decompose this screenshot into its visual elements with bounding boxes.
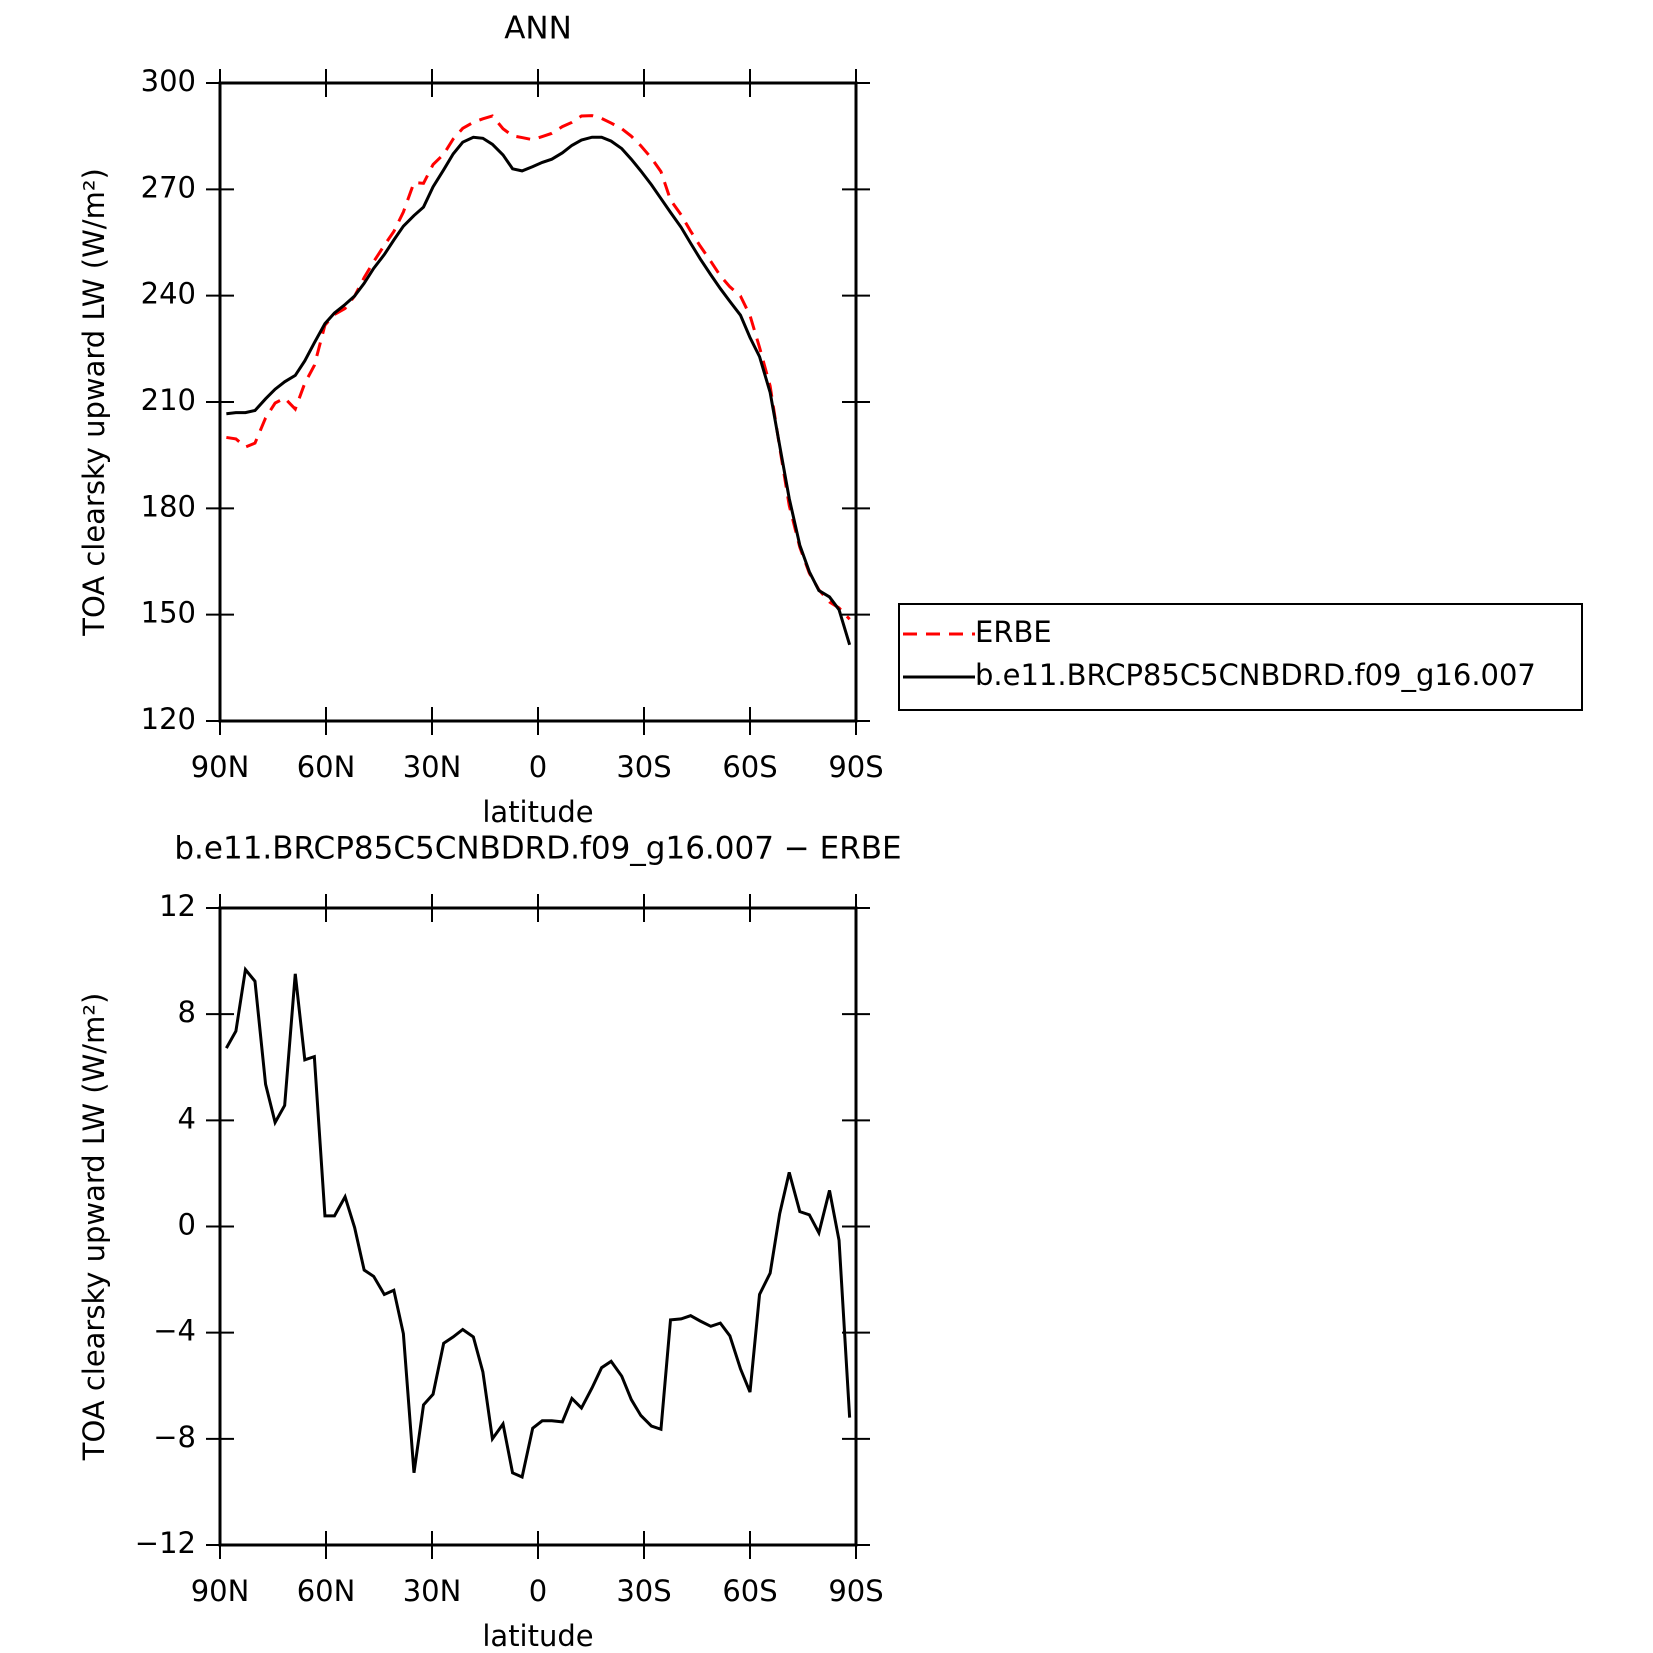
data-line (226, 114, 851, 621)
x-tick-label: 30N (403, 750, 462, 784)
y-tick-label: 8 (178, 995, 196, 1029)
y-tick-label: 210 (141, 383, 196, 417)
x-tick-label: 60S (722, 1574, 777, 1608)
y-tick-label: 150 (141, 596, 196, 630)
x-tick-label: 0 (529, 750, 547, 784)
y-tick-label: 12 (159, 889, 196, 923)
x-tick-label: 30N (403, 1574, 462, 1608)
y-tick-label: 120 (141, 702, 196, 736)
y-tick-label: 300 (141, 64, 196, 98)
y-axis-label: TOA clearsky upward LW (W/m²) (77, 993, 111, 1462)
chart-title: ANN (504, 11, 572, 47)
y-tick-label: 4 (178, 1101, 196, 1135)
x-tick-label: 90N (191, 750, 250, 784)
data-line (225, 966, 852, 1480)
y-tick-label: 270 (141, 170, 196, 204)
x-tick-label: 60S (722, 750, 777, 784)
y-tick-label: 240 (141, 277, 196, 311)
plot-frame (218, 81, 858, 723)
chart-title: b.e11.BRCP85C5CNBDRD.f09_g16.007 − ERBE (174, 831, 901, 867)
legend-label: ERBE (975, 615, 1052, 649)
data-line (226, 135, 852, 646)
x-axis-label: latitude (482, 1619, 593, 1653)
legend-label: b.e11.BRCP85C5CNBDRD.f09_g16.007 (975, 658, 1536, 692)
x-tick-label: 60N (297, 750, 356, 784)
legend-box (898, 603, 1583, 711)
x-tick-label: 30S (616, 1574, 671, 1608)
x-tick-label: 90N (191, 1574, 250, 1608)
x-tick-label: 90S (828, 750, 883, 784)
y-tick-label: −4 (153, 1314, 196, 1348)
plot-frame (218, 906, 858, 1547)
x-tick-label: 90S (828, 1574, 883, 1608)
y-tick-label: −12 (135, 1526, 196, 1560)
y-axis-label: TOA clearsky upward LW (W/m²) (77, 168, 111, 637)
x-tick-label: 30S (616, 750, 671, 784)
x-tick-label: 60N (297, 1574, 356, 1608)
y-tick-label: 180 (141, 489, 196, 523)
y-tick-label: −8 (153, 1420, 196, 1454)
x-axis-label: latitude (482, 795, 593, 829)
y-tick-label: 0 (178, 1208, 196, 1242)
x-tick-label: 0 (529, 1574, 547, 1608)
